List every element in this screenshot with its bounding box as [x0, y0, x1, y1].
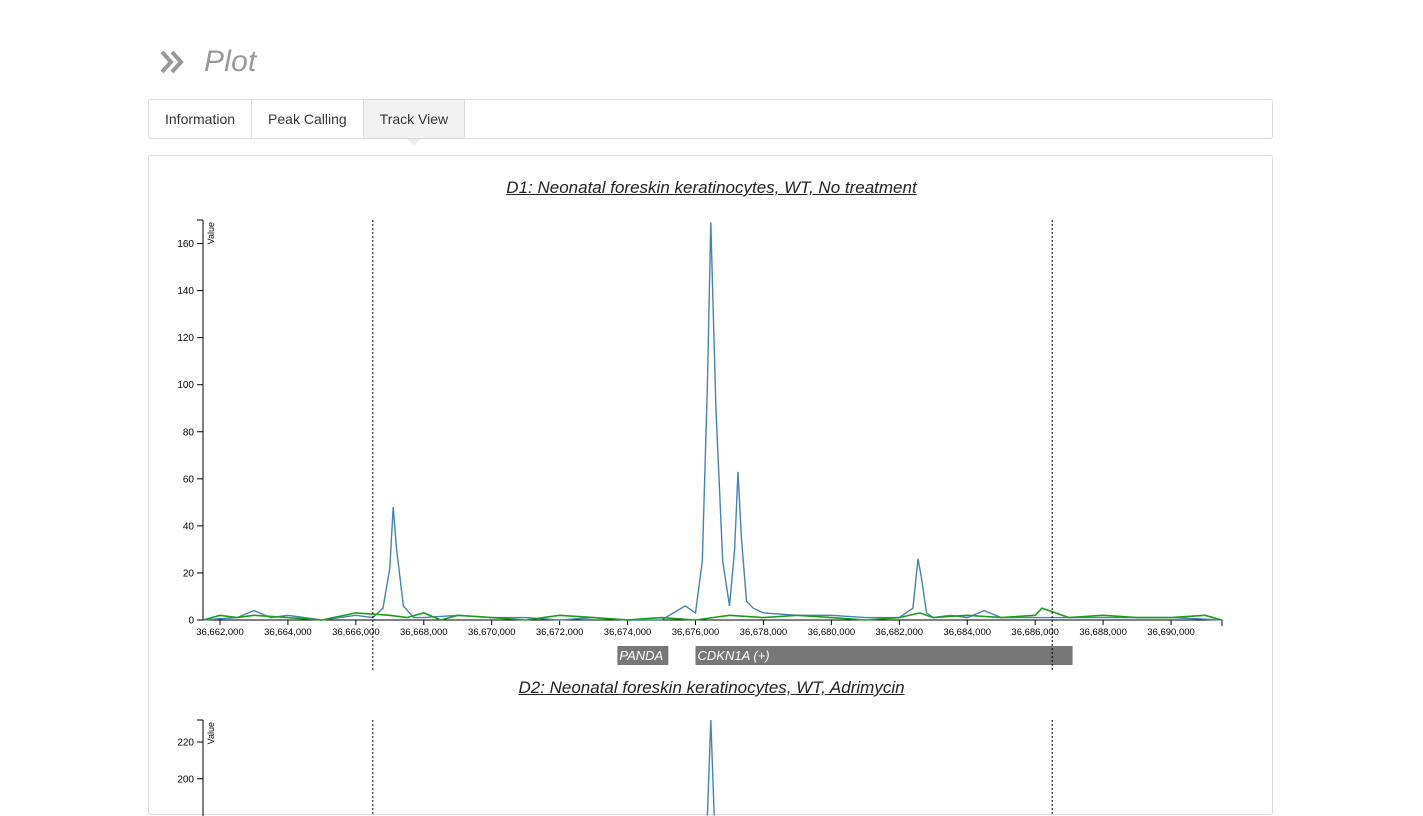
y-axis-label: Value [206, 222, 216, 244]
x-tick-label: 36,670,000 [468, 627, 516, 638]
track-title-d2[interactable]: D2: Neonatal foreskin keratinocytes, WT,… [518, 678, 905, 697]
x-tick-label: 36,680,000 [808, 627, 856, 638]
x-tick-label: 36,690,000 [1147, 627, 1195, 638]
gene-bar [617, 646, 669, 665]
y-tick-label: 120 [177, 333, 194, 344]
y-tick-label: 140 [177, 286, 194, 297]
gene-bar [695, 646, 1073, 665]
x-tick-label: 36,688,000 [1079, 627, 1127, 638]
tab-track-view[interactable]: Track View [363, 100, 466, 146]
x-tick-label: 36,674,000 [604, 627, 652, 638]
x-tick-label: 36,662,000 [196, 627, 244, 638]
series-line [706, 719, 715, 816]
x-tick-label: 36,676,000 [672, 627, 720, 638]
x-tick-label: 36,672,000 [536, 627, 584, 638]
x-tick-label: 36,686,000 [1011, 627, 1059, 638]
y-tick-label: 220 [177, 738, 194, 749]
x-tick-label: 36,684,000 [943, 627, 991, 638]
page-title: Plot [204, 45, 257, 78]
track-chart-d2: 200 220 Value [177, 719, 1053, 816]
track-view-panel: D1: Neonatal foreskin keratinocytes, WT,… [148, 155, 1273, 816]
y-tick-label: 40 [183, 521, 195, 532]
double-chevron-right-icon [160, 50, 184, 74]
x-tick-label: 36,678,000 [740, 627, 788, 638]
x-tick-label: 36,666,000 [332, 627, 380, 638]
y-axis-label: Value [206, 722, 216, 744]
series-line [202, 607, 1223, 621]
tab-peak-calling[interactable]: Peak Calling [252, 100, 364, 138]
gene-label: CDKN1A (+) [698, 648, 770, 663]
x-tick-label: 36,682,000 [876, 627, 924, 638]
x-tick-label: 36,664,000 [264, 627, 312, 638]
y-tick-label: 80 [183, 427, 195, 438]
y-tick-label: 200 [177, 774, 194, 785]
y-tick-label: 20 [183, 568, 195, 579]
tab-information[interactable]: Information [149, 100, 253, 138]
page-header: Plot [158, 40, 257, 84]
y-tick-label: 100 [177, 380, 194, 391]
track-chart-d1: 0 20 40 60 80 100 120 140 160 Value 36,662,000 36,6… [177, 219, 1223, 670]
tab-bar: Information Peak Calling Track View [148, 99, 1273, 146]
y-tick-label: 60 [183, 474, 195, 485]
series-line [202, 222, 1223, 621]
gene-label: PANDA [619, 648, 663, 663]
x-tick-label: 36,668,000 [400, 627, 448, 638]
track-title-d1[interactable]: D1: Neonatal foreskin keratinocytes, WT,… [506, 178, 917, 197]
y-tick-label: 0 [188, 616, 194, 627]
y-tick-label: 160 [177, 239, 194, 250]
